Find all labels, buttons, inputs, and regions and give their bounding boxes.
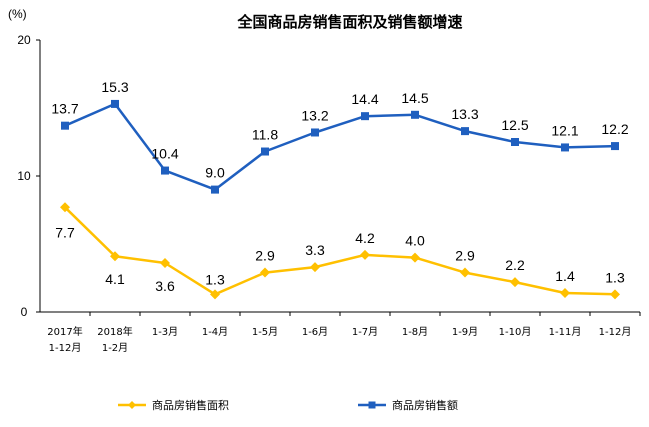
series-point-area: [360, 249, 370, 260]
data-label: 4.0: [405, 233, 425, 249]
series-point-area: [310, 262, 320, 273]
data-label: 15.3: [101, 79, 128, 95]
x-tick-label: 1-10月: [499, 326, 532, 338]
data-label: 1.3: [605, 269, 625, 285]
series-point-sales: [561, 143, 569, 152]
legend: 商品房销售面积 商品房销售额: [118, 398, 458, 412]
y-axis-unit: (%): [8, 7, 27, 21]
series-point-sales: [311, 128, 319, 137]
data-label: 7.7: [55, 224, 75, 240]
data-label: 4.1: [105, 271, 125, 287]
data-label: 12.5: [501, 117, 528, 133]
legend-marker: [368, 401, 376, 409]
x-tick-labels: 2017年 1-12月 2018年 1-2月 1-3月 1-4月 1-5月 1-6月 1-7月 1…: [47, 312, 641, 354]
x-tick-label: 1-2月: [102, 342, 128, 354]
data-label: 10.4: [151, 146, 178, 162]
series-point-area: [260, 267, 270, 278]
data-labels-area: 7.7 4.1 3.6 1.3 2.9 3.3 4.2 4.0 2.9 2.2 1.4 1.3: [55, 224, 625, 294]
data-label: 1.3: [205, 271, 225, 287]
series-point-sales: [611, 142, 619, 151]
series-point-sales: [61, 121, 69, 130]
series-point-area: [160, 258, 170, 269]
data-label: 14.4: [351, 91, 378, 107]
series-point-sales: [511, 138, 519, 146]
series-point-sales: [411, 110, 419, 119]
x-tick-label: 1-4月: [202, 326, 228, 338]
data-label: 13.2: [301, 107, 328, 123]
series-point-sales: [361, 112, 369, 121]
legend-label: 商品房销售面积: [152, 398, 229, 412]
data-label: 14.5: [401, 90, 428, 106]
series-point-area: [410, 252, 420, 263]
y-tick-label: 10: [17, 169, 31, 183]
data-labels-sales: 13.7 15.3 10.4 9.0 11.8 13.2 14.4 14.5 13.3 12.5 1…: [51, 79, 628, 181]
series-point-area: [560, 287, 570, 298]
series-point-sales: [261, 147, 269, 156]
data-label: 12.2: [601, 121, 628, 137]
data-label: 9.0: [205, 165, 225, 181]
x-tick-label: 1-6月: [302, 326, 328, 338]
x-tick-label: 1-12月: [599, 326, 632, 338]
data-label: 3.3: [305, 242, 325, 258]
series-point-area: [60, 202, 70, 213]
data-label: 1.4: [555, 268, 575, 284]
series-point-sales: [211, 185, 219, 194]
series-point-area: [110, 251, 120, 262]
data-label: 2.9: [255, 248, 275, 264]
x-tick-label: 1-7月: [352, 326, 378, 338]
x-tick-label: 1-12月: [49, 342, 82, 354]
series-area-layer: [60, 202, 620, 300]
y-tick-label: 0: [21, 305, 28, 319]
data-label: 2.9: [455, 248, 475, 264]
series-line-1: [64, 102, 616, 191]
data-label: 3.6: [155, 278, 175, 294]
data-label: 2.2: [505, 257, 525, 273]
x-tick-label: 1-5月: [252, 326, 278, 338]
x-tick-label: 1-9月: [452, 326, 478, 338]
y-tick-labels: 0 10 20: [17, 33, 40, 319]
legend-label: 商品房销售额: [392, 398, 458, 412]
series-sales-layer: [61, 99, 619, 194]
series-point-sales: [161, 166, 169, 175]
data-label: 12.1: [551, 122, 578, 138]
chart-title: 全国商品房销售面积及销售额增速: [236, 13, 462, 31]
x-tick-label: 2018年: [97, 325, 132, 338]
legend-marker: [128, 401, 136, 409]
x-tick-label: 2017年: [47, 325, 82, 338]
series-line-0: [64, 206, 616, 296]
data-label: 11.8: [252, 127, 278, 143]
series-point-area: [210, 289, 220, 300]
series-point-area: [460, 267, 470, 278]
series-point-sales: [111, 99, 119, 108]
data-label: 13.7: [51, 101, 78, 117]
x-tick-label: 1-8月: [402, 326, 428, 338]
series-point-area: [510, 277, 520, 288]
x-tick-label: 1-3月: [152, 326, 178, 338]
series-point-area: [610, 289, 620, 300]
data-label: 13.3: [451, 106, 478, 122]
series-point-sales: [461, 127, 469, 136]
y-tick-label: 20: [17, 33, 31, 47]
x-tick-label: 1-11月: [549, 326, 582, 338]
data-label: 4.2: [355, 230, 375, 246]
